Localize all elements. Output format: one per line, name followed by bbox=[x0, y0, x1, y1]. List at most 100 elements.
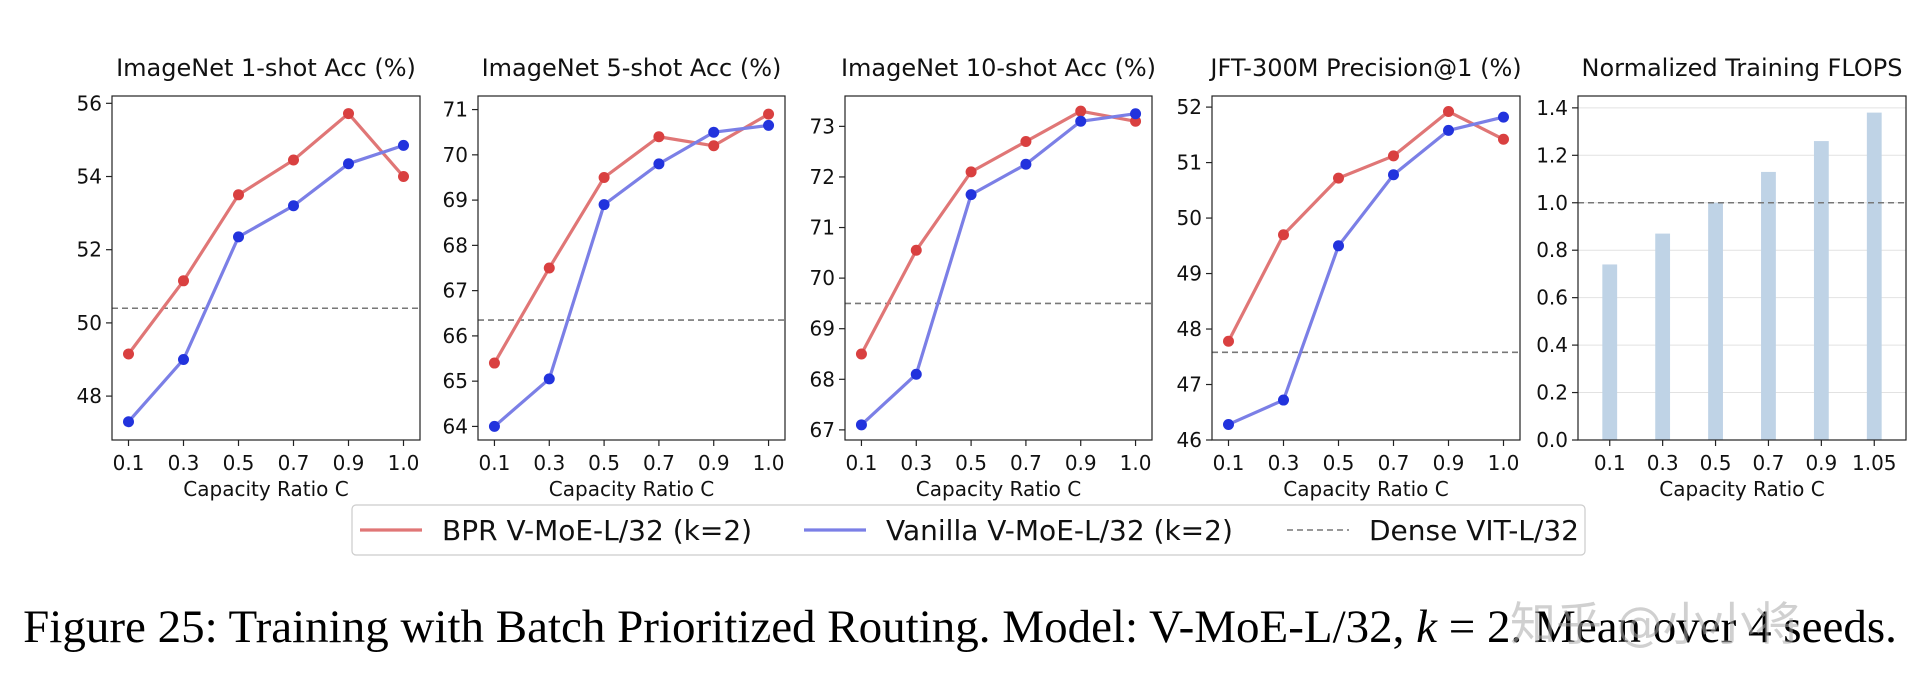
x-tick-label: 0.9 bbox=[698, 451, 730, 475]
data-point-vanilla bbox=[1333, 240, 1344, 252]
y-tick-label: 69 bbox=[810, 317, 835, 341]
data-point-vanilla bbox=[598, 199, 610, 211]
x-tick-label: 0.7 bbox=[1378, 451, 1410, 475]
y-tick-label: 52 bbox=[1177, 95, 1202, 119]
watermark: 知乎 @小小将 bbox=[1510, 597, 1801, 651]
chart-title: ImageNet 5-shot Acc (%) bbox=[482, 54, 782, 82]
chart-panel-5: Normalized Training FLOPS 0.0 0.2 0.4 0.6 0.8… bbox=[1536, 54, 1907, 501]
x-tick-label: 0.7 bbox=[278, 451, 310, 475]
x-tick-label: 0.3 bbox=[900, 451, 932, 475]
x-tick-label: 0.7 bbox=[1010, 451, 1042, 475]
data-point-bpr bbox=[1498, 133, 1509, 145]
x-tick-label: 0.5 bbox=[588, 451, 620, 475]
series-line-bpr bbox=[1226, 109, 1506, 343]
x-axis-label: Capacity Ratio C bbox=[549, 477, 714, 501]
data-point-bpr bbox=[488, 357, 500, 369]
data-point-vanilla bbox=[1443, 124, 1454, 136]
y-tick-label: 68 bbox=[810, 367, 835, 391]
y-tick-label: 1.0 bbox=[1536, 191, 1568, 215]
data-point-bpr bbox=[653, 131, 665, 143]
y-tick-label: 71 bbox=[443, 98, 468, 122]
bar bbox=[1761, 171, 1776, 440]
data-point-bpr bbox=[288, 154, 299, 166]
x-axis-label: Capacity Ratio C bbox=[1659, 477, 1824, 501]
figure-caption: Figure 25: Training with Batch Prioritiz… bbox=[0, 600, 1920, 654]
series-line-bpr bbox=[492, 112, 771, 365]
y-tick-label: 0.6 bbox=[1536, 286, 1568, 310]
x-tick-label: 0.5 bbox=[1323, 451, 1355, 475]
x-tick-label: 1.0 bbox=[388, 451, 420, 475]
y-tick-label: 64 bbox=[443, 414, 468, 438]
chart-panel-4: JFT-300M Precision@1 (%) 46 47 48 49 50 51 52 0.… bbox=[1177, 54, 1522, 501]
data-point-vanilla bbox=[343, 158, 354, 170]
y-tick-label: 70 bbox=[443, 143, 468, 167]
caption-prefix: Figure 25: Training with Batch Prioritiz… bbox=[23, 601, 1417, 653]
y-tick-label: 73 bbox=[810, 114, 835, 138]
y-tick-label: 56 bbox=[77, 91, 102, 115]
data-point-bpr bbox=[1278, 229, 1289, 241]
x-tick-label: 0.1 bbox=[113, 451, 145, 475]
plot-frame bbox=[844, 95, 1153, 441]
data-point-vanilla bbox=[1020, 158, 1032, 170]
data-point-vanilla bbox=[288, 200, 299, 212]
x-tick-label: 0.9 bbox=[333, 451, 365, 475]
x-axis-label: Capacity Ratio C bbox=[183, 477, 348, 501]
y-tick-label: 54 bbox=[77, 165, 102, 189]
data-point-vanilla bbox=[1223, 418, 1234, 430]
x-tick-label: 0.1 bbox=[1213, 451, 1245, 475]
x-tick-label: 0.3 bbox=[168, 451, 200, 475]
data-point-bpr bbox=[1075, 105, 1087, 117]
x-tick-label: 0.5 bbox=[223, 451, 255, 475]
data-point-vanilla bbox=[1388, 169, 1399, 181]
x-tick-label: 1.05 bbox=[1852, 451, 1897, 475]
y-tick-label: 67 bbox=[443, 279, 468, 303]
x-tick-label: 0.3 bbox=[533, 451, 565, 475]
y-tick-label: 0.4 bbox=[1536, 333, 1568, 357]
y-tick-label: 67 bbox=[810, 418, 835, 442]
x-tick-label: 0.3 bbox=[1268, 451, 1300, 475]
x-tick-label: 0.5 bbox=[955, 451, 987, 475]
x-tick-label: 0.1 bbox=[1594, 451, 1626, 475]
data-point-bpr bbox=[343, 108, 354, 120]
y-tick-label: 50 bbox=[1177, 206, 1202, 230]
y-tick-label: 0.2 bbox=[1536, 381, 1568, 405]
y-tick-label: 72 bbox=[810, 165, 835, 189]
series-line-bpr bbox=[859, 109, 1138, 356]
chart-panels: ImageNet 1-shot Acc (%) 48 50 52 54 56 0.1 0.3 0… bbox=[77, 54, 1907, 501]
y-tick-label: 52 bbox=[77, 238, 102, 262]
y-tick-label: 0.0 bbox=[1536, 428, 1568, 452]
data-point-vanilla bbox=[123, 416, 134, 428]
data-point-bpr bbox=[233, 189, 244, 201]
data-point-vanilla bbox=[178, 353, 189, 365]
chart-panel-2: ImageNet 5-shot Acc (%) 64 65 66 67 68 69 70 71 0… bbox=[443, 54, 786, 501]
bar bbox=[1655, 233, 1671, 440]
data-point-bpr bbox=[178, 275, 189, 287]
data-point-vanilla bbox=[398, 139, 409, 151]
data-point-bpr bbox=[855, 348, 867, 360]
data-point-vanilla bbox=[1498, 111, 1509, 123]
chart-panel-1: ImageNet 1-shot Acc (%) 48 50 52 54 56 0.1 0.3 0… bbox=[77, 54, 421, 501]
x-tick-label: 0.9 bbox=[1065, 451, 1097, 475]
data-point-bpr bbox=[1388, 150, 1399, 162]
data-point-bpr bbox=[1020, 136, 1032, 148]
x-tick-label: 0.9 bbox=[1805, 451, 1837, 475]
data-point-bpr bbox=[1130, 115, 1142, 127]
series-line-vanilla bbox=[1226, 115, 1506, 427]
y-tick-label: 65 bbox=[443, 369, 468, 393]
x-tick-label: 0.9 bbox=[1433, 451, 1465, 475]
data-point-vanilla bbox=[1075, 115, 1087, 127]
data-point-bpr bbox=[598, 171, 610, 183]
x-tick-label: 1.0 bbox=[1120, 451, 1152, 475]
series-line-vanilla bbox=[492, 123, 771, 429]
data-point-vanilla bbox=[543, 373, 555, 385]
plot-frame bbox=[1577, 95, 1907, 441]
data-point-vanilla bbox=[910, 368, 922, 380]
series-line-vanilla bbox=[859, 112, 1138, 427]
plot-frame bbox=[1211, 95, 1521, 441]
y-tick-label: 47 bbox=[1177, 373, 1202, 397]
y-tick-label: 71 bbox=[810, 216, 835, 240]
y-tick-label: 51 bbox=[1177, 151, 1202, 175]
x-tick-label: 0.3 bbox=[1647, 451, 1679, 475]
x-tick-label: 0.5 bbox=[1700, 451, 1732, 475]
